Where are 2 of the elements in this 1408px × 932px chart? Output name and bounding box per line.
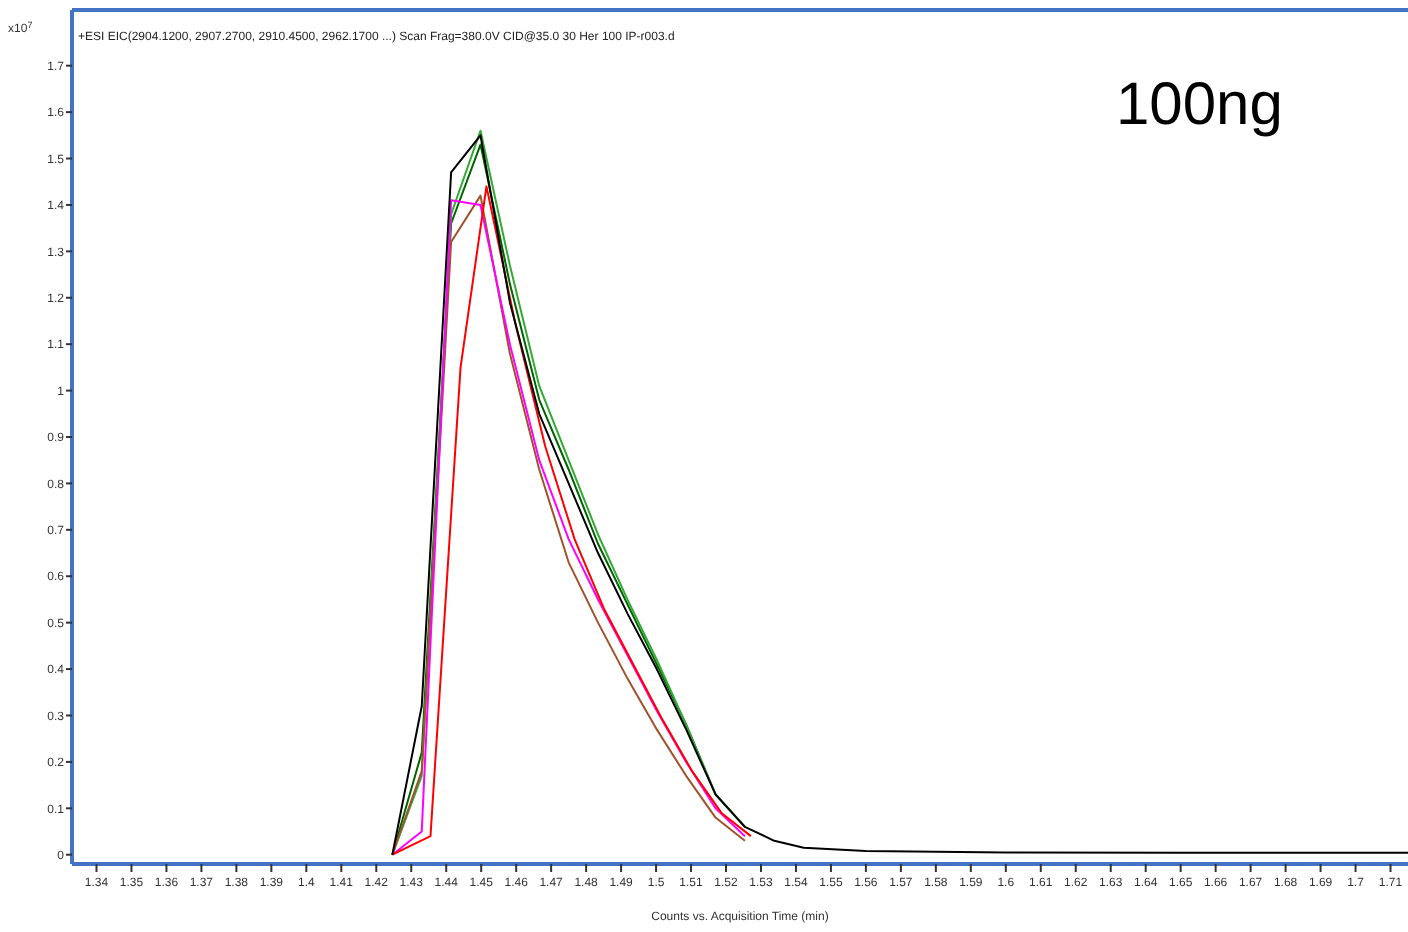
annotation: 100ng [1116,72,1283,138]
line-series [391,134,1408,856]
